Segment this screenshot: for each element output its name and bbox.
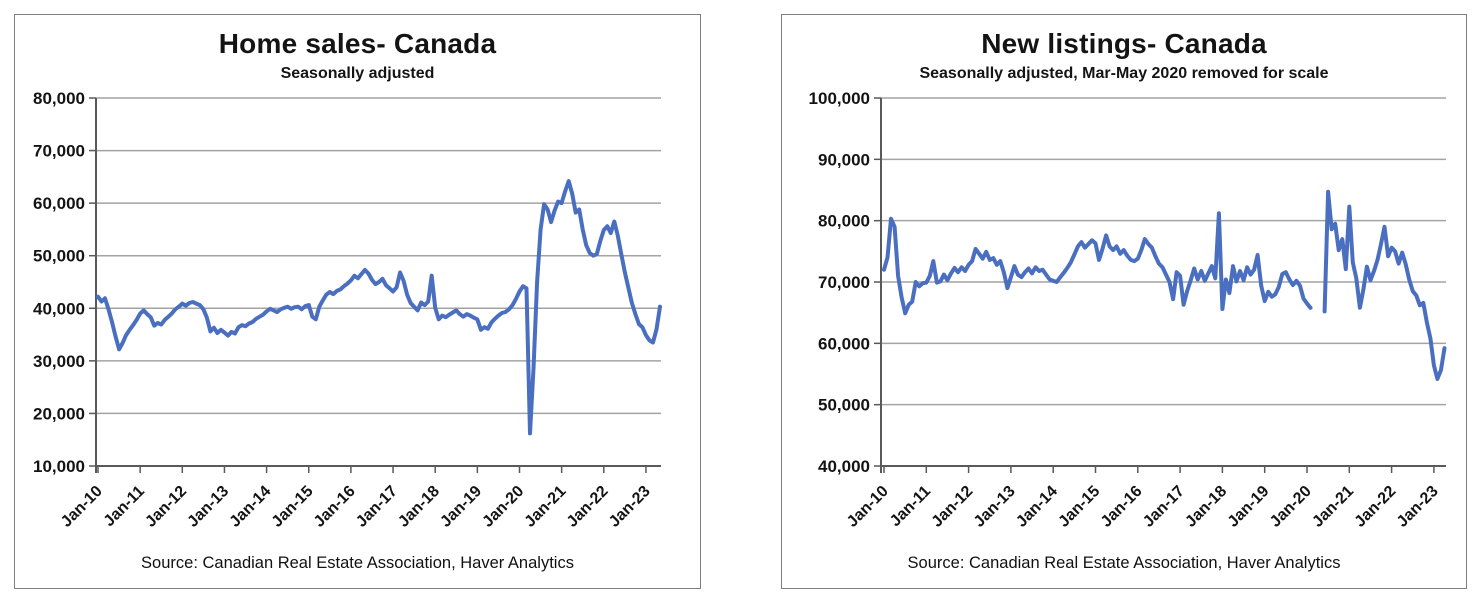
svg-text:Jan-20: Jan-20 [1267, 483, 1315, 531]
new-listings-line-chart: 100,000 90,000 80,000 70,000 60,000 50,000 40,… [809, 89, 1447, 531]
svg-text:Jan-11: Jan-11 [887, 483, 934, 530]
svg-text:70,000: 70,000 [818, 273, 870, 292]
svg-text:100,000: 100,000 [809, 89, 870, 108]
svg-text:Jan-15: Jan-15 [1055, 483, 1103, 531]
svg-text:Jan-10: Jan-10 [58, 483, 106, 531]
svg-text:Jan-23: Jan-23 [1394, 483, 1442, 531]
svg-text:Jan-11: Jan-11 [101, 483, 148, 530]
svg-text:Jan-15: Jan-15 [269, 483, 317, 531]
chart-subtitle: Seasonally adjusted [280, 65, 435, 82]
svg-text:Jan-22: Jan-22 [1352, 483, 1400, 531]
svg-text:Jan-16: Jan-16 [1098, 483, 1146, 531]
svg-text:Jan-19: Jan-19 [1225, 483, 1273, 531]
svg-text:Jan-22: Jan-22 [564, 483, 612, 531]
source-note: Source: Canadian Real Estate Association… [141, 554, 574, 572]
svg-text:10,000: 10,000 [33, 457, 85, 476]
home-sales-chart-panel: Home sales- Canada Seasonally adjusted 8… [14, 14, 701, 589]
svg-text:70,000: 70,000 [33, 142, 85, 161]
source-note: Source: Canadian Real Estate Association… [907, 554, 1341, 572]
new-listings-chart-panel: New listings- Canada Seasonally adjusted… [781, 14, 1467, 589]
svg-text:Jan-10: Jan-10 [844, 483, 892, 531]
chart-subtitle: Seasonally adjusted, Mar-May 2020 remove… [919, 65, 1329, 82]
svg-text:Jan-20: Jan-20 [479, 483, 527, 531]
svg-text:90,000: 90,000 [818, 150, 870, 169]
svg-text:40,000: 40,000 [818, 457, 870, 476]
svg-text:20,000: 20,000 [33, 404, 85, 423]
svg-text:Jan-18: Jan-18 [395, 483, 443, 531]
svg-text:Jan-23: Jan-23 [606, 483, 654, 531]
svg-text:Jan-13: Jan-13 [971, 483, 1019, 531]
svg-text:50,000: 50,000 [818, 396, 870, 415]
svg-text:Jan-12: Jan-12 [929, 483, 977, 531]
svg-text:Jan-18: Jan-18 [1182, 483, 1230, 531]
svg-text:Jan-13: Jan-13 [184, 483, 232, 531]
chart-title: Home sales- Canada [218, 28, 497, 59]
svg-text:60,000: 60,000 [33, 194, 85, 213]
svg-text:Jan-16: Jan-16 [311, 483, 359, 531]
svg-text:Jan-14: Jan-14 [227, 483, 275, 531]
svg-text:40,000: 40,000 [33, 299, 85, 318]
svg-text:80,000: 80,000 [818, 212, 870, 231]
svg-text:Jan-17: Jan-17 [353, 483, 401, 531]
home-sales-line-chart: 80,000 70,000 60,000 50,000 40,000 30,000 20,0… [33, 89, 662, 531]
svg-text:Jan-17: Jan-17 [1140, 483, 1188, 531]
svg-text:Jan-12: Jan-12 [142, 483, 190, 531]
svg-text:50,000: 50,000 [33, 247, 85, 266]
chart-title: New listings- Canada [981, 28, 1267, 59]
svg-text:60,000: 60,000 [818, 334, 870, 353]
svg-text:Jan-14: Jan-14 [1013, 483, 1061, 531]
svg-text:Jan-19: Jan-19 [437, 483, 485, 531]
svg-text:Jan-21: Jan-21 [1309, 483, 1357, 531]
svg-text:30,000: 30,000 [33, 352, 85, 371]
svg-text:80,000: 80,000 [33, 89, 85, 108]
svg-text:Jan-21: Jan-21 [522, 483, 570, 531]
